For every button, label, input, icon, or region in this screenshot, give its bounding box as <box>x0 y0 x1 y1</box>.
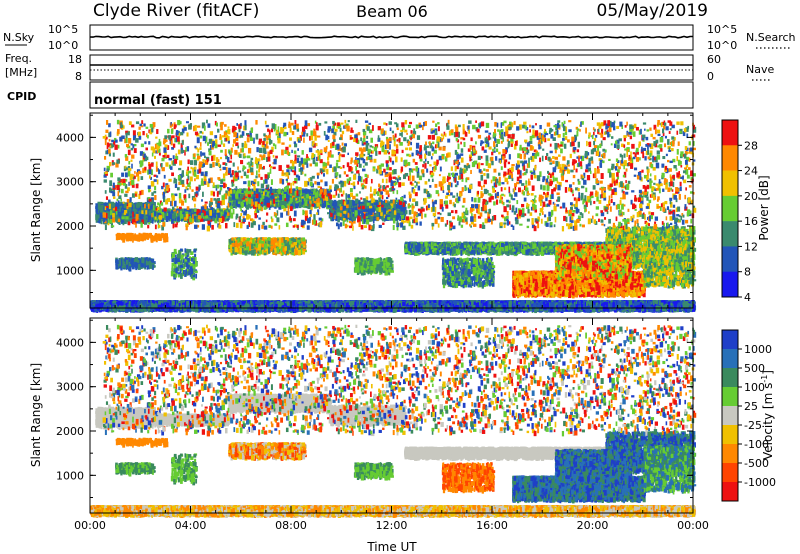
noise-tick-top-left: 10^5 <box>48 23 78 36</box>
cpid-value: normal (fast) 151 <box>94 93 222 108</box>
nave-tick-top: 60 <box>707 53 721 66</box>
noise-tick-top-right: 10^5 <box>707 23 737 36</box>
noise-tick-bottom-right: 10^0 <box>707 39 737 52</box>
nave-tick-bottom: 0 <box>707 70 714 83</box>
noise-tick-bottom-left: 10^0 <box>48 39 78 52</box>
nave-label: Nave <box>746 63 774 76</box>
freq-panel: Freq. [MHz] 18 8 60 0 Nave <box>5 52 774 83</box>
freq-tick-top: 18 <box>68 53 82 66</box>
beam-label: Beam 06 <box>356 2 428 21</box>
cpid-label: CPID <box>7 90 36 103</box>
freq-label: Freq. <box>5 52 32 65</box>
freq-tick-bottom: 8 <box>75 70 82 83</box>
radar-title: Clyde River (fitACF) <box>93 1 259 21</box>
date-label: 05/May/2019 <box>597 1 709 21</box>
cpid-panel: CPID normal (fast) 151 <box>7 82 693 108</box>
power-data <box>90 120 696 313</box>
freq-unit: [MHz] <box>5 66 37 79</box>
nsky-label: N.Sky <box>3 31 35 44</box>
nsky-trace <box>90 36 693 38</box>
nsearch-label: N.Search <box>746 31 796 44</box>
noise-panel: N.Sky 10^5 10^0 10^5 10^0 N.Search <box>3 23 796 52</box>
